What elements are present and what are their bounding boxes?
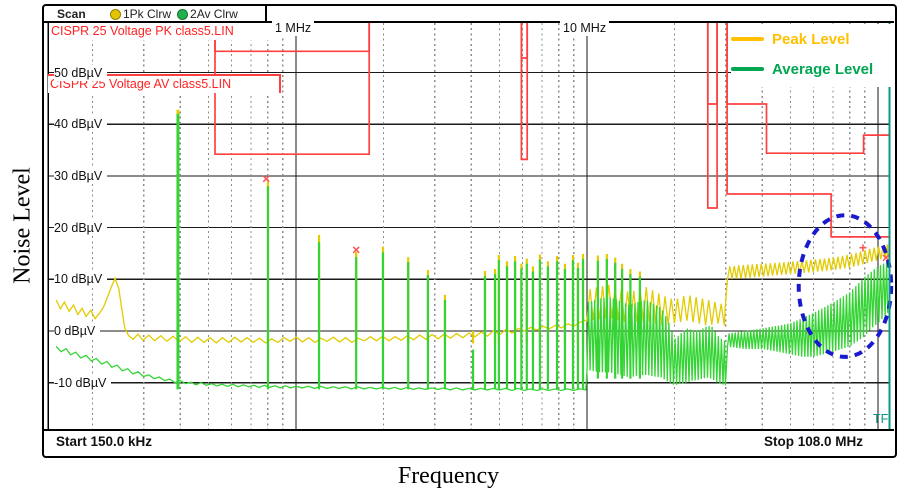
header-divider xyxy=(265,6,267,22)
y-tick-label: 30 dBµV xyxy=(54,167,108,184)
highlight-ellipse xyxy=(796,213,894,359)
legend: Peak Level Average Level xyxy=(731,24,892,87)
trace-badges: 1Pk Clrw 2Av Clrw xyxy=(110,7,238,21)
stop-frequency-label: Stop 108.0 MHz xyxy=(763,434,863,449)
legend-label-average: Average Level xyxy=(772,60,874,78)
y-tick-label: -10 dBµV xyxy=(54,374,112,391)
measurement-marker-cross: × xyxy=(882,250,890,266)
trace-badge-label: 2Av Clrw xyxy=(190,7,238,21)
start-frequency-label: Start 150.0 kHz xyxy=(56,434,153,449)
trace-badge-2: 2Av Clrw xyxy=(177,7,238,21)
measurement-marker-cross: × xyxy=(352,241,360,257)
limit-title-peak: CISPR 25 Voltage PK class5.LIN xyxy=(49,23,274,40)
x-axis-title: Frequency xyxy=(397,463,500,489)
trace-color-dot-icon xyxy=(177,8,189,20)
measurement-marker-cross: × xyxy=(262,171,270,187)
legend-label-peak: Peak Level xyxy=(772,30,850,48)
legend-entry-peak: Peak Level xyxy=(731,24,892,54)
y-tick-label: 40 dBµV xyxy=(54,116,108,133)
freq-marker-label-1mhz: 1 MHz xyxy=(272,21,315,36)
peak-line-swatch xyxy=(731,37,764,41)
trace-color-dot-icon xyxy=(110,8,121,20)
y-tick-label: 50 dBµV xyxy=(54,64,108,81)
scan-mode-label: Scan xyxy=(57,7,86,21)
y-axis-title: Noise Level xyxy=(9,167,36,284)
trace-badge-1: 1Pk Clrw xyxy=(110,7,171,21)
measurement-marker-plus: + xyxy=(859,239,867,255)
y-tick-label: 0 dBµV xyxy=(54,323,101,339)
trace-badge-label: 1Pk Clrw xyxy=(123,7,172,21)
average-line-swatch xyxy=(731,67,764,71)
legend-entry-average: Average Level xyxy=(731,54,892,84)
freq-marker-label-10mhz: 10 MHz xyxy=(560,21,610,36)
transducer-factor-label: TF xyxy=(873,412,889,426)
y-tick-label: 20 dBµV xyxy=(54,219,108,236)
y-tick-label: 10 dBµV xyxy=(54,271,108,288)
